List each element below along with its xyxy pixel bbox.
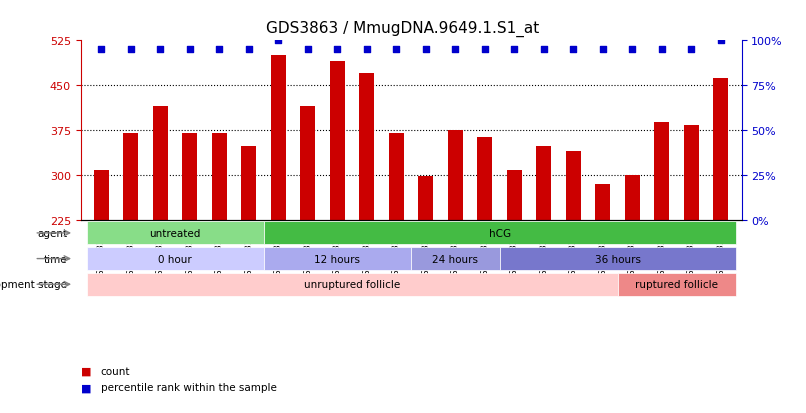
FancyBboxPatch shape xyxy=(411,247,500,271)
Text: development stage: development stage xyxy=(0,280,68,290)
Point xyxy=(655,47,668,54)
Bar xyxy=(359,74,374,355)
FancyBboxPatch shape xyxy=(86,273,617,296)
FancyBboxPatch shape xyxy=(264,222,736,245)
Text: untreated: untreated xyxy=(149,228,201,238)
FancyBboxPatch shape xyxy=(500,247,736,271)
Bar xyxy=(242,147,256,355)
Text: 24 hours: 24 hours xyxy=(432,254,478,264)
Point xyxy=(124,47,137,54)
Point xyxy=(685,47,698,54)
Bar xyxy=(596,184,610,355)
Point xyxy=(272,38,285,45)
Bar xyxy=(713,79,729,355)
Text: 12 hours: 12 hours xyxy=(314,254,360,264)
FancyBboxPatch shape xyxy=(86,222,264,245)
Bar xyxy=(418,177,433,355)
Point xyxy=(479,47,492,54)
FancyBboxPatch shape xyxy=(264,247,411,271)
FancyBboxPatch shape xyxy=(617,273,736,296)
Text: time: time xyxy=(44,254,68,264)
Point xyxy=(360,47,373,54)
Bar xyxy=(301,107,315,355)
Point xyxy=(626,47,639,54)
Bar xyxy=(153,107,168,355)
Text: GDS3863 / MmugDNA.9649.1.S1_at: GDS3863 / MmugDNA.9649.1.S1_at xyxy=(266,21,540,37)
Point xyxy=(567,47,580,54)
Text: unruptured follicle: unruptured follicle xyxy=(304,280,400,290)
Text: hCG: hCG xyxy=(488,228,511,238)
Text: ruptured follicle: ruptured follicle xyxy=(635,280,718,290)
Text: agent: agent xyxy=(37,228,68,238)
Bar xyxy=(684,126,699,355)
Point xyxy=(95,47,108,54)
Point xyxy=(390,47,403,54)
Bar xyxy=(123,134,138,355)
Bar xyxy=(537,147,551,355)
Bar xyxy=(654,123,669,355)
Point xyxy=(301,47,314,54)
Point xyxy=(154,47,167,54)
Bar xyxy=(271,56,285,355)
Bar xyxy=(566,152,580,355)
Bar xyxy=(330,62,345,355)
Text: ■: ■ xyxy=(81,366,91,376)
Bar xyxy=(93,171,109,355)
Point xyxy=(596,47,609,54)
Point xyxy=(243,47,256,54)
Point xyxy=(714,38,727,45)
Point xyxy=(538,47,550,54)
Point xyxy=(183,47,196,54)
Text: ■: ■ xyxy=(81,382,91,392)
Point xyxy=(213,47,226,54)
Text: 0 hour: 0 hour xyxy=(158,254,192,264)
Text: percentile rank within the sample: percentile rank within the sample xyxy=(101,382,276,392)
Bar xyxy=(212,134,226,355)
FancyBboxPatch shape xyxy=(86,247,264,271)
Text: count: count xyxy=(101,366,131,376)
Bar xyxy=(389,134,404,355)
Point xyxy=(508,47,521,54)
Bar xyxy=(507,171,521,355)
Text: 36 hours: 36 hours xyxy=(595,254,641,264)
Bar xyxy=(448,131,463,355)
Point xyxy=(449,47,462,54)
Point xyxy=(419,47,432,54)
Point xyxy=(330,47,343,54)
Bar xyxy=(477,138,492,355)
Bar xyxy=(182,134,197,355)
Bar xyxy=(625,176,640,355)
